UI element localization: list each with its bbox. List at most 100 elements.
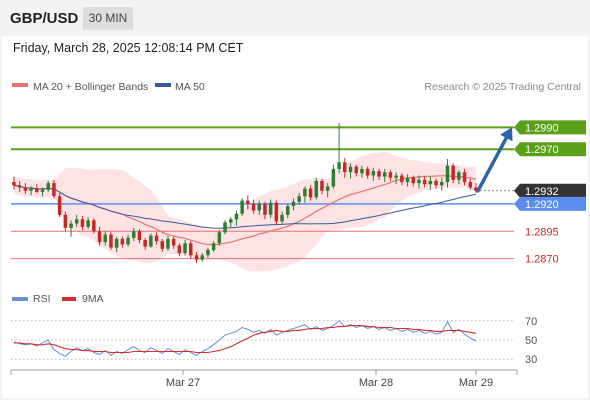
candle-body <box>143 240 147 247</box>
candle-body <box>120 238 125 245</box>
candle-body <box>206 249 210 256</box>
candle-body <box>40 189 45 192</box>
x-tick-label: Mar 29 <box>459 377 493 389</box>
candle <box>86 217 90 230</box>
candle-body <box>154 235 159 242</box>
candle-body <box>474 187 478 191</box>
rsi-tick-label: 30 <box>525 354 537 366</box>
candle <box>451 163 455 184</box>
candle-body <box>440 182 444 186</box>
candle-body <box>240 200 244 214</box>
candle-body <box>451 165 455 180</box>
candle <box>331 164 336 189</box>
candle-body <box>17 185 22 188</box>
candle <box>194 252 199 263</box>
candle-body <box>400 175 404 183</box>
candle-body <box>137 231 142 241</box>
candle <box>462 168 467 186</box>
candle <box>457 170 461 185</box>
moving-averages-layer <box>13 174 477 246</box>
candle <box>434 178 438 189</box>
candle <box>445 159 450 188</box>
candle <box>303 186 307 203</box>
ma50-line <box>13 184 477 229</box>
candle <box>63 211 68 232</box>
candle <box>217 230 222 246</box>
candle-body <box>132 231 136 238</box>
candle-body <box>211 243 216 250</box>
candle-body <box>35 188 39 192</box>
candle <box>400 173 404 186</box>
candle <box>240 198 244 216</box>
candle-body <box>445 165 450 182</box>
candle-body <box>365 168 370 176</box>
forecast-arrow-layer <box>476 127 513 193</box>
candle <box>291 198 296 211</box>
candle <box>126 234 130 247</box>
candle <box>388 170 393 181</box>
candle <box>137 229 142 244</box>
candle <box>211 241 216 253</box>
level-label: 1.2920 <box>525 199 559 211</box>
candle-body <box>331 168 336 187</box>
candle-body <box>286 206 290 215</box>
candle <box>337 122 341 174</box>
candle-body <box>171 238 176 246</box>
candle <box>274 200 279 225</box>
candle-body <box>29 188 33 191</box>
candle <box>325 183 330 198</box>
candle-body <box>52 183 56 197</box>
candle <box>297 192 301 205</box>
level-tag <box>514 142 586 157</box>
candle <box>223 220 227 235</box>
candle-body <box>434 180 438 186</box>
candle-body <box>63 214 68 228</box>
candle <box>160 238 164 253</box>
candle-body <box>428 180 433 185</box>
candle <box>360 165 364 178</box>
candle-body <box>23 187 28 191</box>
candle <box>149 233 153 248</box>
candle <box>263 201 267 220</box>
candle <box>189 241 193 259</box>
candle-body <box>57 196 62 215</box>
level-tag <box>514 196 586 211</box>
candle <box>383 168 387 183</box>
level-label: 1.2990 <box>525 122 559 134</box>
candle <box>57 192 62 218</box>
candle <box>177 243 182 257</box>
forecast-arrow-head <box>500 127 513 142</box>
candle <box>200 253 204 262</box>
candle-body <box>377 171 381 177</box>
ma50-legend-swatch <box>155 83 171 87</box>
symbol-title: GBP/USD <box>10 10 79 27</box>
candle <box>348 163 353 179</box>
timeframe-badge[interactable]: 30 MIN <box>83 7 133 30</box>
candle-body <box>371 171 376 176</box>
candle-body <box>337 162 341 169</box>
candle-body <box>308 188 313 198</box>
candle-body <box>257 203 261 211</box>
rsi-legend-swatch <box>12 297 28 301</box>
candle <box>354 164 358 177</box>
candle-body <box>166 238 170 249</box>
bollinger-band-fill <box>14 151 476 272</box>
candle <box>92 218 96 234</box>
candle-body <box>234 213 239 220</box>
candle-body <box>126 237 130 245</box>
candle-body <box>314 180 318 198</box>
credit-text: Research © 2025 Trading Central <box>424 81 581 93</box>
candle <box>280 211 284 225</box>
candle-body <box>468 182 472 188</box>
candle-body <box>297 196 301 202</box>
candle-body <box>251 203 256 211</box>
candle <box>40 187 45 197</box>
candle <box>320 178 324 195</box>
candle <box>80 215 85 231</box>
candle <box>171 236 176 249</box>
candle <box>405 174 410 187</box>
level-label: 1.2970 <box>525 144 559 156</box>
bollinger-bands-layer <box>14 151 476 272</box>
candle-body <box>303 188 307 197</box>
